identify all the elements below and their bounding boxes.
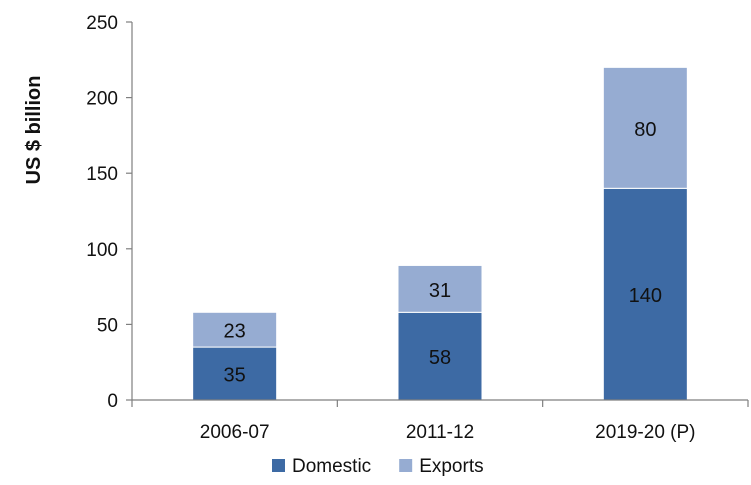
bar-domestic-1 xyxy=(397,311,483,401)
legend-swatch-domestic xyxy=(272,459,285,472)
y-tick-label: 200 xyxy=(86,89,118,110)
bar-exports-2 xyxy=(602,66,688,189)
bar-exports-1 xyxy=(397,264,483,313)
x-tick-label: 2006-07 xyxy=(200,422,270,443)
bar-exports-0 xyxy=(192,311,278,348)
data-label: 31 xyxy=(429,280,451,302)
data-label: 35 xyxy=(224,365,246,387)
legend-swatch-exports xyxy=(399,459,413,472)
y-tick-label: 100 xyxy=(86,240,118,261)
data-label: 140 xyxy=(629,285,662,307)
y-axis: 0 50 100 150 200 250 xyxy=(86,13,133,412)
x-tick-label: 2019-20 (P) xyxy=(595,422,695,443)
y-tick-label: 250 xyxy=(86,13,118,34)
y-tick-label: 50 xyxy=(97,315,118,336)
x-axis: 2006-07 2011-12 2019-20 (P) xyxy=(131,399,749,443)
y-tick-label: 150 xyxy=(86,164,118,185)
legend: Domestic Exports xyxy=(272,456,484,477)
data-label: 80 xyxy=(634,119,656,141)
bars: 35 23 58 31 140 80 xyxy=(192,66,688,401)
data-label: 58 xyxy=(429,347,451,369)
legend-label-exports: Exports xyxy=(419,456,483,477)
y-tick-label: 0 xyxy=(107,391,118,412)
y-axis-title: US $ billion xyxy=(23,76,45,185)
data-label: 23 xyxy=(224,321,246,343)
legend-label-domestic: Domestic xyxy=(292,456,371,477)
x-tick-label: 2011-12 xyxy=(406,422,474,443)
bar-domestic-2 xyxy=(602,187,688,401)
